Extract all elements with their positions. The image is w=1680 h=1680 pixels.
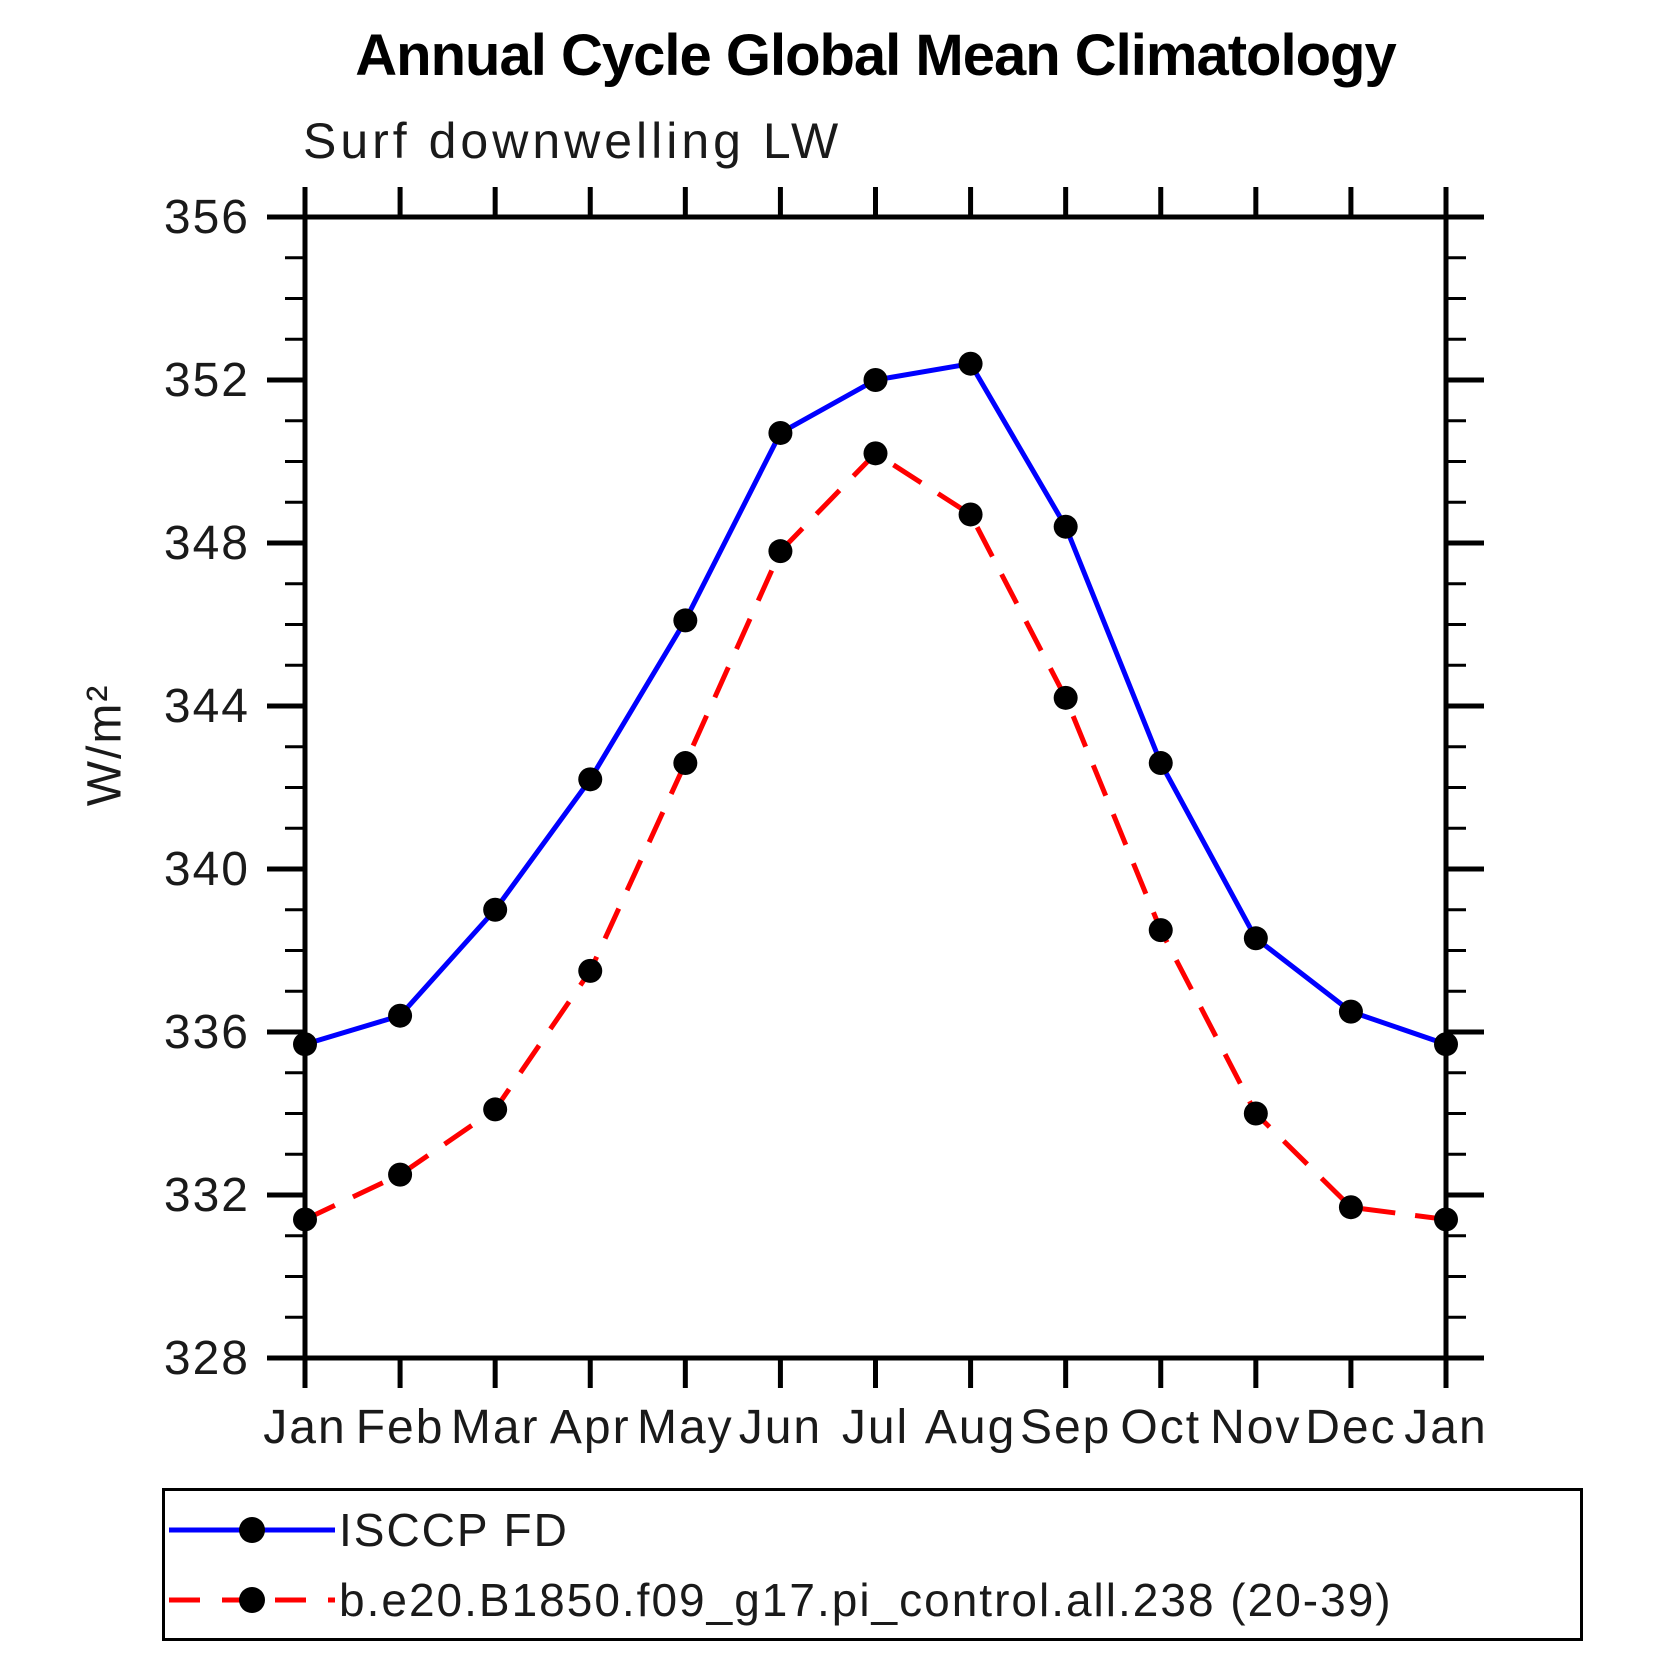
y-tick-label: 340 xyxy=(164,843,250,896)
data-point xyxy=(483,897,508,922)
data-point xyxy=(578,958,603,983)
x-tick-label: Jan xyxy=(263,1401,346,1454)
data-point xyxy=(1434,1207,1458,1232)
data-point xyxy=(388,1003,413,1028)
chart-subtitle: Surf downwelling LW xyxy=(303,113,843,169)
data-point xyxy=(483,1097,508,1122)
data-point xyxy=(673,751,698,776)
legend-marker-dot xyxy=(239,1587,265,1613)
data-point xyxy=(1338,1195,1363,1220)
data-point xyxy=(1243,926,1268,951)
x-tick-label: Apr xyxy=(550,1401,631,1454)
data-point xyxy=(863,368,888,392)
data-point xyxy=(863,441,888,466)
y-tick-label: 344 xyxy=(164,680,250,733)
data-point xyxy=(1148,751,1173,776)
legend: ISCCP FD b.e20.B1850.f09_g17.pi_control.… xyxy=(162,1488,1583,1641)
series-line xyxy=(304,361,1447,1047)
data-point xyxy=(1148,918,1173,943)
data-point xyxy=(293,1032,317,1057)
data-point xyxy=(673,608,698,633)
data-point xyxy=(1434,1032,1458,1057)
data-point xyxy=(1243,1101,1268,1126)
x-tick-label: Oct xyxy=(1120,1401,1201,1454)
data-point xyxy=(958,502,983,527)
data-point xyxy=(578,767,603,792)
legend-item: b.e20.B1850.f09_g17.pi_control.all.238 (… xyxy=(169,1574,1393,1626)
x-tick-label: Jun xyxy=(739,1401,822,1454)
series-group xyxy=(293,351,1458,1232)
data-point xyxy=(1338,999,1363,1024)
x-tick-label: Jul xyxy=(842,1401,909,1454)
data-point xyxy=(388,1162,413,1187)
x-tick-label: Dec xyxy=(1305,1401,1396,1454)
y-tick-label: 328 xyxy=(164,1332,250,1385)
legend-item: ISCCP FD xyxy=(169,1504,569,1556)
x-tick-label: May xyxy=(637,1401,734,1454)
y-tick-label: 332 xyxy=(164,1169,250,1222)
y-tick-label: 336 xyxy=(164,1006,250,1059)
series-line xyxy=(303,450,1447,1222)
legend-item-label: ISCCP FD xyxy=(339,1504,569,1556)
legend-box xyxy=(162,1488,1583,1641)
x-tick-label: Aug xyxy=(925,1401,1016,1454)
y-tick-label: 352 xyxy=(164,354,250,407)
data-point xyxy=(768,539,793,564)
x-tick-label: Feb xyxy=(356,1401,445,1454)
x-tick-label: Sep xyxy=(1020,1401,1111,1454)
data-point xyxy=(1053,685,1078,710)
data-point xyxy=(958,351,983,376)
data-point xyxy=(1053,514,1078,539)
x-tick-label: Jan xyxy=(1404,1401,1487,1454)
y-tick-label: 356 xyxy=(164,191,250,244)
data-point xyxy=(768,420,793,445)
x-tick-label: Nov xyxy=(1210,1401,1301,1454)
x-tick-label: Mar xyxy=(451,1401,540,1454)
y-tick-label: 348 xyxy=(164,517,250,570)
legend-marker-dot xyxy=(239,1517,265,1543)
legend-item-label: b.e20.B1850.f09_g17.pi_control.all.238 (… xyxy=(339,1574,1393,1626)
data-point xyxy=(293,1207,317,1232)
chart-title: Annual Cycle Global Mean Climatology xyxy=(355,23,1396,88)
axes: Jan Feb Mar Apr May Jun Jul Aug Sep Oct Nov Dec Jan3… xyxy=(164,187,1487,1454)
